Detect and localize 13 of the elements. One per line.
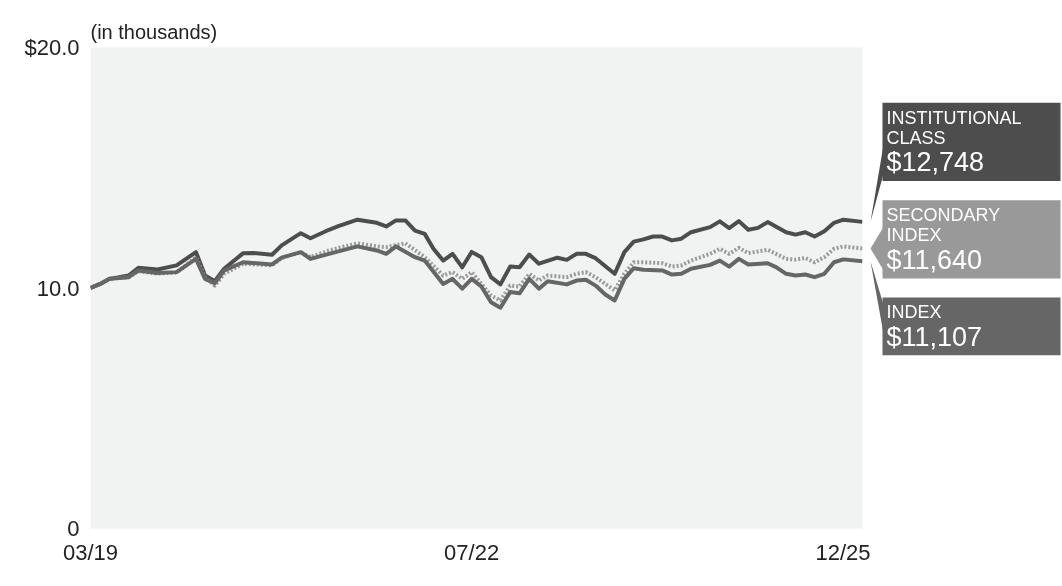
- y-tick-label: $20.0: [24, 35, 80, 60]
- text: INSTITUTIONAL CLASS: [886, 107, 1022, 149]
- text: $11,107: [886, 321, 983, 352]
- text: $11,640: [886, 244, 983, 275]
- series-label: SECONDARY INDEX: [886, 205, 1001, 246]
- y-axis-title: (in thousands): [90, 20, 218, 43]
- text: $12,748: [886, 147, 985, 178]
- text: INDEX: [886, 302, 942, 323]
- y-tick-label: 0: [67, 516, 80, 541]
- y-tick-label: 10.0: [36, 275, 80, 301]
- x-tick-label: 12/25: [815, 539, 871, 565]
- x-tick-label: 03/19: [62, 539, 119, 565]
- x-tick-label: 07/22: [444, 539, 500, 565]
